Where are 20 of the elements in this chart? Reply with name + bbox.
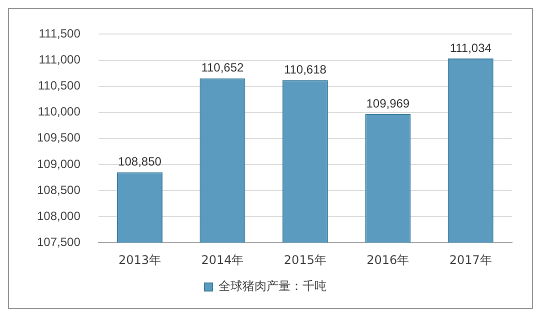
y-tick-label: 111,000 [38,52,81,67]
x-tick-label: 2016年 [366,252,410,267]
x-tick-label: 2013年 [118,252,162,267]
y-tick-label: 109,500 [36,130,81,145]
x-tick-label: 2017年 [449,252,492,267]
x-tick-label: 2015年 [284,252,326,267]
y-tick-label: 109,000 [36,156,81,171]
data-label: 111,034 [450,40,492,55]
data-label: 110,652 [201,60,244,75]
y-tick-label: 107,500 [36,234,81,249]
x-tick-label: 2014年 [201,252,244,267]
y-tick-label: 111,500 [38,26,81,41]
y-tick-label: 108,500 [36,182,81,197]
data-label: 109,969 [366,96,410,110]
data-label: 108,850 [118,154,162,169]
y-tick-label: 110,500 [38,78,81,93]
y-tick-label: 110,000 [38,104,81,119]
legend-label: 全球猪肉产量：千吨 [218,279,326,294]
y-tick-label: 108,000 [36,208,81,223]
data-label: 110,618 [284,62,327,76]
